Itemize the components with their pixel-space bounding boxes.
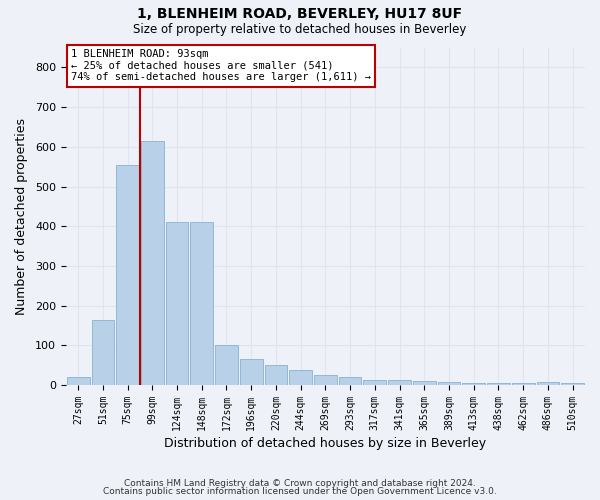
Text: 1 BLENHEIM ROAD: 93sqm
← 25% of detached houses are smaller (541)
74% of semi-de: 1 BLENHEIM ROAD: 93sqm ← 25% of detached… bbox=[71, 49, 371, 82]
Bar bbox=[364, 380, 386, 385]
Text: Contains HM Land Registry data © Crown copyright and database right 2024.: Contains HM Land Registry data © Crown c… bbox=[124, 478, 476, 488]
Bar bbox=[512, 383, 535, 385]
Bar bbox=[67, 377, 89, 385]
Bar bbox=[487, 383, 510, 385]
Bar bbox=[289, 370, 312, 385]
Y-axis label: Number of detached properties: Number of detached properties bbox=[15, 118, 28, 315]
Bar bbox=[166, 222, 188, 385]
Bar bbox=[463, 383, 485, 385]
Bar bbox=[388, 380, 411, 385]
Bar bbox=[190, 222, 213, 385]
Bar bbox=[339, 377, 361, 385]
Text: Size of property relative to detached houses in Beverley: Size of property relative to detached ho… bbox=[133, 22, 467, 36]
Bar bbox=[314, 375, 337, 385]
Bar bbox=[561, 383, 584, 385]
Bar bbox=[265, 365, 287, 385]
Text: Contains public sector information licensed under the Open Government Licence v3: Contains public sector information licen… bbox=[103, 487, 497, 496]
Bar bbox=[141, 141, 164, 385]
Bar bbox=[116, 164, 139, 385]
Bar bbox=[92, 320, 114, 385]
Bar bbox=[215, 346, 238, 385]
Text: 1, BLENHEIM ROAD, BEVERLEY, HU17 8UF: 1, BLENHEIM ROAD, BEVERLEY, HU17 8UF bbox=[137, 8, 463, 22]
Bar bbox=[437, 382, 460, 385]
X-axis label: Distribution of detached houses by size in Beverley: Distribution of detached houses by size … bbox=[164, 437, 487, 450]
Bar bbox=[240, 360, 263, 385]
Bar bbox=[536, 382, 559, 385]
Bar bbox=[413, 381, 436, 385]
